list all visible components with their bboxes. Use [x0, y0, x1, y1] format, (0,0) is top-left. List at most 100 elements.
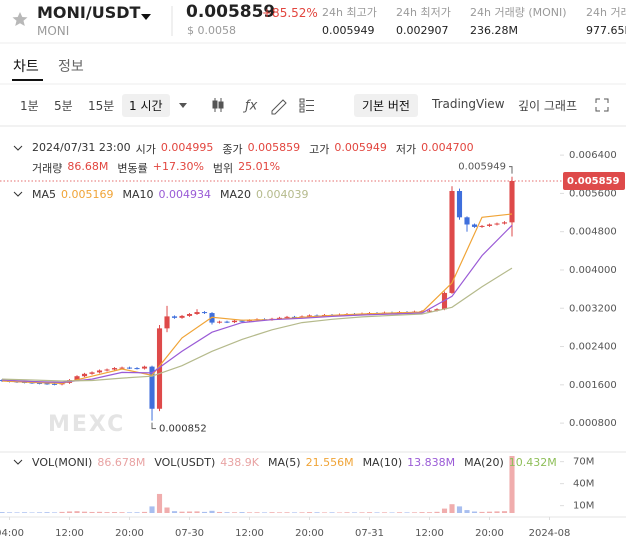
indicator-icon[interactable]: [212, 98, 224, 112]
tab[interactable]: 정보: [58, 59, 84, 75]
candle-body: [434, 309, 440, 311]
draw-icon[interactable]: [271, 99, 287, 115]
view[interactable]: TradingView: [432, 97, 505, 111]
stat-label: 24h 거래: [586, 6, 626, 19]
candle-body: [134, 368, 140, 370]
tab[interactable]: 차트: [13, 59, 39, 75]
candle-body: [119, 367, 125, 369]
info-value: 0.004995: [160, 141, 214, 154]
candle-body: [74, 376, 80, 381]
candle-body: [171, 316, 178, 318]
stat-value: 236.28M: [470, 24, 518, 37]
stat-value: 977.65K: [586, 24, 626, 37]
volume-bar: [359, 512, 365, 513]
y-tick-label: 0.005600: [569, 188, 617, 199]
candle-body: [276, 317, 283, 319]
volume-bar: [111, 512, 118, 513]
candle-body: [246, 320, 253, 322]
candle-body: [224, 321, 230, 323]
candle-body: [96, 370, 103, 373]
volume-bar: [284, 512, 290, 513]
base-asset: MONI: [37, 24, 70, 38]
interval-dropdown[interactable]: [179, 103, 187, 108]
view[interactable]: 깊이 그래프: [518, 99, 578, 113]
y-tick-label: 0.004000: [569, 265, 617, 276]
interval[interactable]: 5분: [54, 99, 73, 113]
collapse-caret[interactable]: [13, 145, 23, 151]
candle-body: [156, 328, 163, 409]
volume-bar: [434, 511, 440, 513]
volume-bar: [471, 511, 478, 513]
stat-value: 0.005949: [322, 24, 375, 37]
volume-legend: VOL(MONI) 86.678M VOL(USDT) 438.9K MA(5) 21.5…: [32, 456, 561, 469]
fullscreen-icon[interactable]: [595, 98, 609, 112]
candle-body: [111, 368, 118, 370]
candle-body: [51, 383, 58, 385]
pair-dropdown[interactable]: [141, 14, 151, 20]
volume-bar: [51, 512, 58, 513]
candle-body: [89, 372, 95, 374]
info-value: 0.005859: [247, 141, 301, 154]
info-time: 2024/07/31 23:00: [32, 141, 131, 154]
ohlc-line: 2024/07/31 23:00 시가 0.004995 종가 0.005859 고가 0.…: [32, 141, 478, 157]
volume-bar: [291, 512, 298, 513]
volume-bar: [141, 511, 148, 513]
volume-bar: [74, 511, 80, 513]
favorite-star[interactable]: [12, 12, 28, 26]
y-tick-label: 0.000800: [569, 418, 617, 429]
volume-bar: [44, 512, 50, 513]
volume-bar: [494, 511, 500, 513]
y-tick-label: 0.001600: [569, 380, 617, 391]
candle-body: [449, 190, 455, 293]
low-marker: 0.000852: [159, 424, 207, 435]
interval-selected[interactable]: 1 시간: [122, 94, 170, 117]
y-tick-label: 0.004800: [569, 227, 617, 238]
view-selected[interactable]: 기본 버전: [354, 94, 418, 117]
volume-bar: [239, 512, 245, 513]
interval[interactable]: 15분: [88, 99, 115, 113]
x-tick-label: 20:00: [115, 528, 144, 539]
candle-body: [44, 383, 50, 385]
candle-body: [456, 190, 463, 218]
volume-bar: [329, 512, 335, 513]
volume-plot: [0, 456, 515, 513]
volume-bar: [186, 511, 193, 513]
interval[interactable]: 1분: [20, 99, 39, 113]
candle-body: [479, 225, 485, 227]
volume-bar: [231, 512, 238, 513]
candle-body: [486, 224, 493, 226]
legend-name: MA5: [32, 188, 57, 201]
volume-bar: [119, 512, 125, 513]
volume-bar: [171, 511, 178, 513]
x-tick-label: 2024-08: [529, 528, 571, 539]
candle-body: [509, 180, 515, 223]
volume-bar: [336, 512, 343, 513]
legend-name: VOL(USDT): [154, 456, 216, 469]
formula-icon[interactable]: ƒx: [242, 99, 258, 114]
settings-icon[interactable]: [299, 98, 314, 113]
legend-value: 10.432M: [508, 456, 557, 469]
price-change: +85.52%: [262, 6, 318, 20]
volume-bar: [441, 508, 448, 513]
y-tick-label: 0.003200: [569, 303, 617, 314]
candle-body: [471, 224, 478, 227]
candle-body: [104, 369, 110, 371]
volume-bar: [89, 511, 95, 513]
volume-bar: [96, 511, 103, 513]
candle-body: [306, 315, 313, 317]
collapse-caret[interactable]: [13, 459, 23, 465]
volume-bar: [509, 456, 515, 513]
y-tick-label: 10M: [573, 501, 594, 512]
candle-body: [501, 222, 508, 224]
volume-bar: [66, 511, 73, 513]
volume-bar: [21, 512, 28, 513]
volume-bar: [486, 511, 493, 513]
pair-name[interactable]: MONI/USDT: [37, 3, 141, 22]
collapse-caret[interactable]: [13, 191, 23, 197]
volume-bar: [426, 512, 433, 513]
info-value: +17.30%: [152, 160, 204, 173]
volume-bar: [104, 512, 110, 513]
ma-line: [1, 267, 513, 382]
candle-body: [464, 217, 470, 225]
info-value: 25.01%: [238, 160, 281, 173]
